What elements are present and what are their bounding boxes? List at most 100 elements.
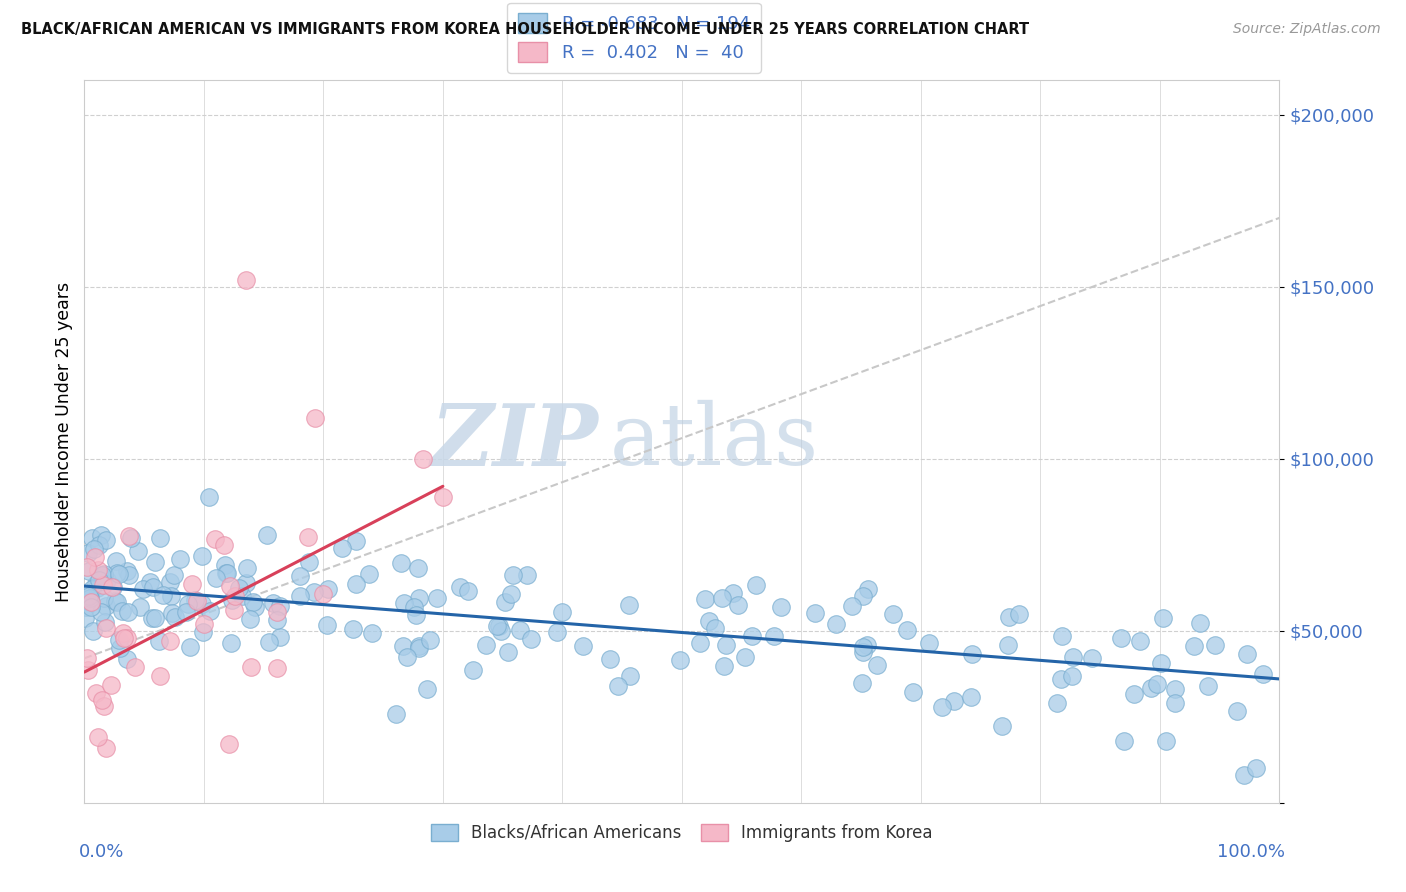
Point <box>152 589 174 603</box>
Point <box>450 580 472 594</box>
Point <box>1163 696 1185 710</box>
Point <box>851 675 873 690</box>
Point <box>149 669 172 683</box>
Point <box>1150 657 1173 671</box>
Point <box>266 661 288 675</box>
Point <box>298 555 321 569</box>
Point <box>1182 639 1205 653</box>
Point <box>222 603 245 617</box>
Point <box>841 599 863 614</box>
Point <box>169 551 191 566</box>
Point <box>550 605 572 619</box>
Text: 0.0%: 0.0% <box>79 843 124 861</box>
Text: 100.0%: 100.0% <box>1218 843 1285 861</box>
Point <box>204 532 226 546</box>
Point <box>86 581 108 595</box>
Point <box>1236 647 1258 661</box>
Point <box>770 600 793 615</box>
Point <box>304 411 326 425</box>
Point <box>408 560 430 574</box>
Point <box>1164 682 1187 697</box>
Point <box>474 638 496 652</box>
Point <box>235 561 257 575</box>
Point <box>141 611 163 625</box>
Legend: Blacks/African Americans, Immigrants from Korea: Blacks/African Americans, Immigrants fro… <box>425 817 939 848</box>
Point <box>111 604 134 618</box>
Point <box>159 575 181 590</box>
Point <box>90 528 112 542</box>
Point <box>998 610 1021 624</box>
Point <box>186 594 208 608</box>
Point <box>91 577 114 591</box>
Point <box>239 612 262 626</box>
Point <box>917 636 939 650</box>
Point <box>84 686 107 700</box>
Point <box>599 652 621 666</box>
Point <box>825 617 848 632</box>
Point <box>852 640 875 654</box>
Point <box>962 647 984 661</box>
Point <box>93 570 115 584</box>
Point <box>118 529 141 543</box>
Point <box>342 622 364 636</box>
Point <box>1112 734 1135 748</box>
Point <box>198 490 221 504</box>
Point <box>128 600 150 615</box>
Point <box>105 566 128 581</box>
Point <box>215 566 238 580</box>
Point <box>714 639 737 653</box>
Point <box>703 621 725 635</box>
Point <box>693 592 716 607</box>
Point <box>903 685 925 699</box>
Point <box>852 645 875 659</box>
Point <box>163 567 186 582</box>
Point <box>101 580 124 594</box>
Point <box>83 541 105 556</box>
Point <box>218 737 240 751</box>
Point <box>124 660 146 674</box>
Point <box>84 577 107 591</box>
Point <box>148 634 170 648</box>
Point <box>727 598 749 612</box>
Point <box>96 621 118 635</box>
Point <box>516 567 538 582</box>
Point <box>94 599 117 614</box>
Point <box>101 580 124 594</box>
Point <box>75 600 97 615</box>
Point <box>389 556 412 570</box>
Point <box>117 605 139 619</box>
Point <box>344 576 367 591</box>
Point <box>1122 688 1144 702</box>
Point <box>224 589 246 603</box>
Point <box>316 618 339 632</box>
Point <box>721 586 744 600</box>
Point <box>607 679 630 693</box>
Point <box>416 681 439 696</box>
Point <box>80 531 103 545</box>
Point <box>179 640 201 655</box>
Point <box>243 599 266 614</box>
Point <box>1060 669 1083 683</box>
Point <box>546 625 568 640</box>
Point <box>1251 667 1274 681</box>
Point <box>1233 768 1256 782</box>
Point <box>619 669 641 683</box>
Point <box>108 641 131 656</box>
Point <box>1050 629 1073 643</box>
Point <box>96 573 118 587</box>
Point <box>86 731 108 745</box>
Point <box>1188 615 1211 630</box>
Point <box>235 273 257 287</box>
Point <box>269 599 291 613</box>
Point <box>76 664 98 678</box>
Point <box>87 574 110 588</box>
Point <box>509 623 531 637</box>
Point <box>80 582 103 596</box>
Point <box>402 599 425 614</box>
Point <box>997 638 1019 652</box>
Point <box>111 626 134 640</box>
Point <box>191 624 214 639</box>
Point <box>408 640 430 654</box>
Point <box>94 615 117 629</box>
Point <box>200 604 222 618</box>
